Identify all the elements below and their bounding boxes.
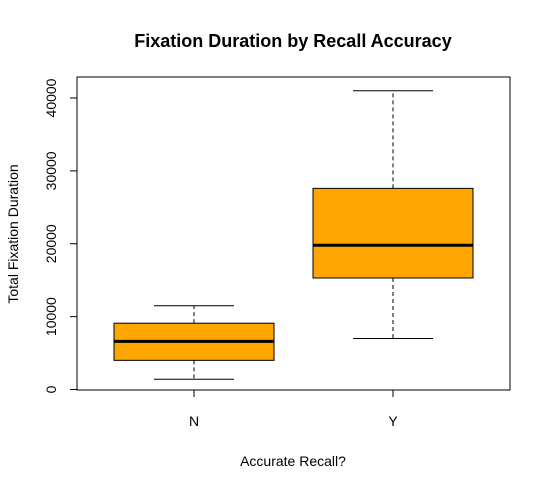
x-tick-label: N [189, 413, 199, 429]
x-axis-label: Accurate Recall? [240, 453, 346, 469]
box-series [113, 90, 474, 380]
x-tick-label: Y [388, 413, 398, 429]
box-y [312, 90, 474, 339]
y-axis: 0 10000 20000 30000 40000 [43, 78, 78, 393]
iqr-box [312, 187, 474, 279]
y-tick-label: 10000 [43, 297, 59, 336]
y-tick-label: 40000 [43, 78, 59, 117]
y-tick-label: 0 [43, 385, 59, 393]
y-tick-label: 20000 [43, 224, 59, 263]
y-axis-label: Total Fixation Duration [5, 164, 21, 303]
chart-title: Fixation Duration by Recall Accuracy [134, 31, 451, 51]
box-n [113, 305, 275, 380]
y-tick-label: 30000 [43, 151, 59, 190]
